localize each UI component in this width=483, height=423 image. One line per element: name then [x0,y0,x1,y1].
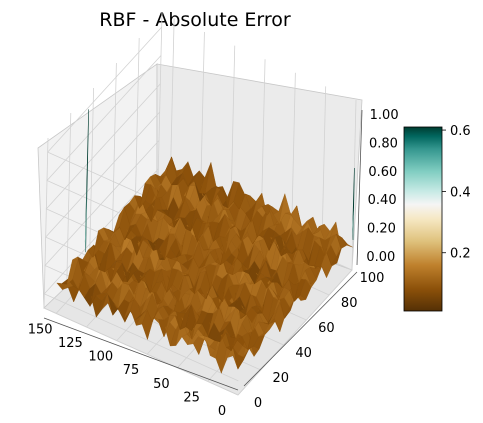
z-tick-label: 0.20 [367,222,396,237]
colorbar [403,126,443,312]
y-tick-label: 60 [318,321,335,336]
error-spikes [84,109,355,256]
y-axis-line [243,271,358,387]
y-tick-label: 0 [254,396,262,411]
z-tick-label: 0.00 [366,250,395,265]
colorbar-tick-label: 0.2 [450,247,471,262]
y-tick-label: 100 [360,271,385,286]
z-tick-label: 0.80 [369,137,398,152]
grid-line [43,168,239,382]
x-tick-labels: 0 25 50 75 100 125 150 [28,322,226,419]
y-tick-label: 20 [273,371,290,386]
surface-patch [341,237,353,248]
colorbar-tick-labels: 0.2 0.4 0.6 [442,124,471,262]
z-axis-line [356,109,363,266]
chart-title: RBF - Absolute Error [99,9,291,31]
x-tick-label: 25 [183,390,200,405]
z-tick-label: 1.00 [370,108,399,123]
z-tick-label: 0.60 [368,165,397,180]
x-axis-line [43,317,239,391]
y-tick-label: 40 [295,346,312,361]
spike-base [85,180,88,256]
z-tick-label: 0.40 [368,193,397,208]
colorbar-tick-label: 0.6 [450,124,471,139]
x-tick-label: 0 [218,404,226,419]
x-tick-label: 150 [28,322,53,337]
colorbar-tick-label: 0.4 [450,185,471,200]
spike-base [352,207,354,244]
x-tick-label: 100 [88,350,113,365]
y-tick-label: 80 [341,296,358,311]
x-tick-label: 75 [123,363,140,378]
error-surface [56,156,353,374]
z-tick-labels: 0.00 0.20 0.40 0.60 0.80 1.00 [366,108,398,265]
x-tick-label: 50 [153,377,170,392]
x-tick-label: 125 [58,336,83,351]
